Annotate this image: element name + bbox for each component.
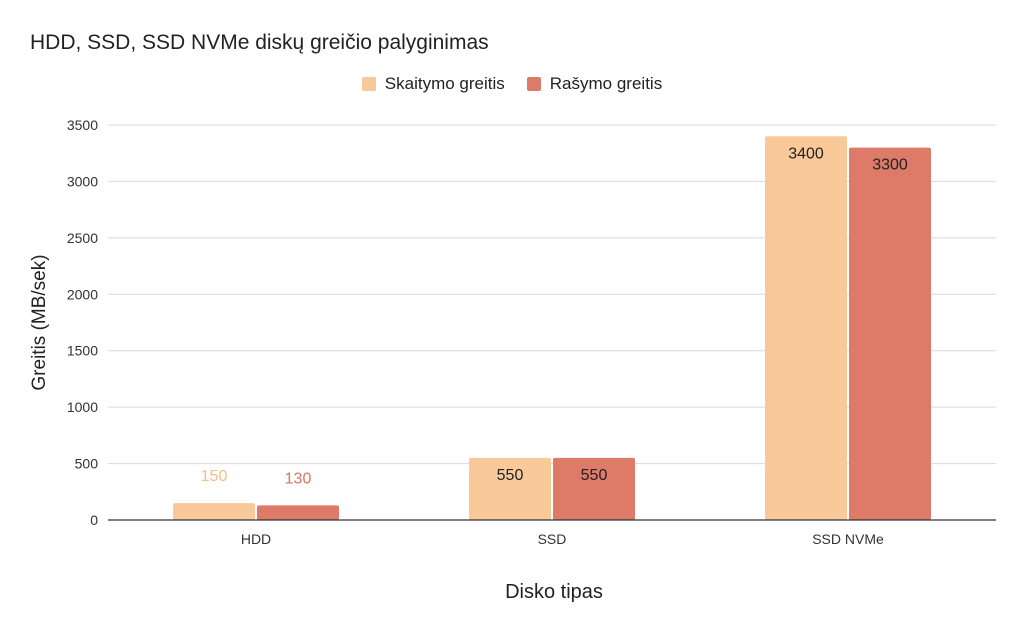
bar-ssd-nvme-write (849, 147, 931, 521)
legend-item-read[interactable]: Skaitymo greitis (361, 74, 505, 94)
bar-ssd-write (553, 457, 635, 520)
x-tick-labels: HDD SSD SSD NVMe (241, 531, 884, 547)
legend-label-read: Skaitymo greitis (384, 74, 505, 93)
y-tick-1500: 1500 (67, 343, 98, 359)
data-label-ssd-read: 550 (497, 467, 524, 484)
chart-title: HDD, SSD, SSD NVMe diskų greičio palygin… (30, 31, 489, 54)
data-labels: 150 130 550 550 3400 3300 (201, 145, 908, 487)
data-label-hdd-write: 130 (285, 470, 312, 487)
x-axis-title: Disko tipas (505, 581, 603, 603)
legend: Skaitymo greitis Rašymo greitis (0, 74, 1024, 94)
legend-label-write: Rašymo greitis (549, 74, 663, 93)
x-tick-hdd: HDD (241, 531, 271, 547)
bar-ssd-nvme-read (765, 136, 847, 521)
data-label-ssd-write: 550 (581, 467, 608, 484)
data-label-ssd-nvme-write: 3300 (872, 157, 908, 174)
bars (173, 136, 931, 521)
data-label-ssd-nvme-read: 3400 (788, 145, 824, 162)
legend-item-write[interactable]: Rašymo greitis (526, 74, 663, 94)
y-tick-2500: 2500 (67, 230, 98, 246)
legend-swatch-write (526, 77, 541, 91)
y-tick-1000: 1000 (67, 399, 98, 415)
bar-ssd-read (469, 457, 551, 520)
y-tick-500: 500 (75, 456, 99, 472)
x-tick-ssd-nvme: SSD NVMe (812, 531, 884, 547)
y-tick-3500: 3500 (67, 117, 98, 133)
y-tick-labels: 0 500 1000 1500 2000 2500 3000 3500 (67, 117, 98, 528)
bar-hdd-write (257, 505, 339, 520)
y-axis-title: Greitis (MB/sek) (29, 254, 50, 390)
y-tick-0: 0 (90, 512, 98, 528)
y-tick-2000: 2000 (67, 286, 98, 302)
legend-swatch-read (361, 77, 376, 91)
data-label-hdd-read: 150 (201, 468, 228, 485)
gridlines (108, 124, 996, 465)
x-tick-ssd: SSD (538, 531, 567, 547)
y-tick-3000: 3000 (67, 173, 98, 189)
bar-hdd-read (173, 503, 255, 520)
